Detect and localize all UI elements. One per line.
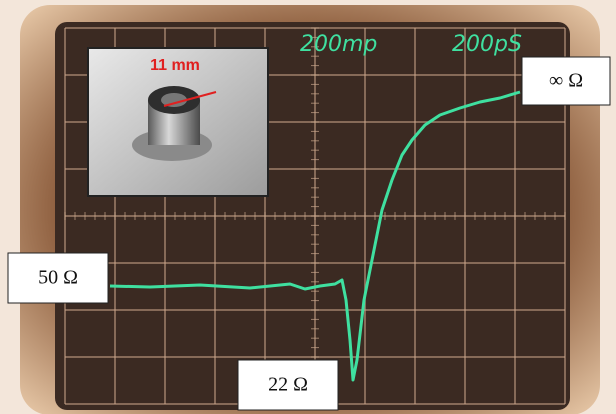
scope-label: 200mp (300, 32, 377, 57)
annotation: ∞ Ω (549, 70, 583, 92)
annotation: 50 Ω (38, 267, 78, 289)
scope-label: 200pS (452, 32, 522, 57)
annotation: 22 Ω (268, 374, 308, 396)
dimension-label: 11 mm (150, 57, 200, 74)
figure: 200mp 200pS 11 mm ∞ Ω 50 Ω 22 Ω (0, 0, 616, 414)
inset-photo: 11 mm (88, 48, 268, 196)
